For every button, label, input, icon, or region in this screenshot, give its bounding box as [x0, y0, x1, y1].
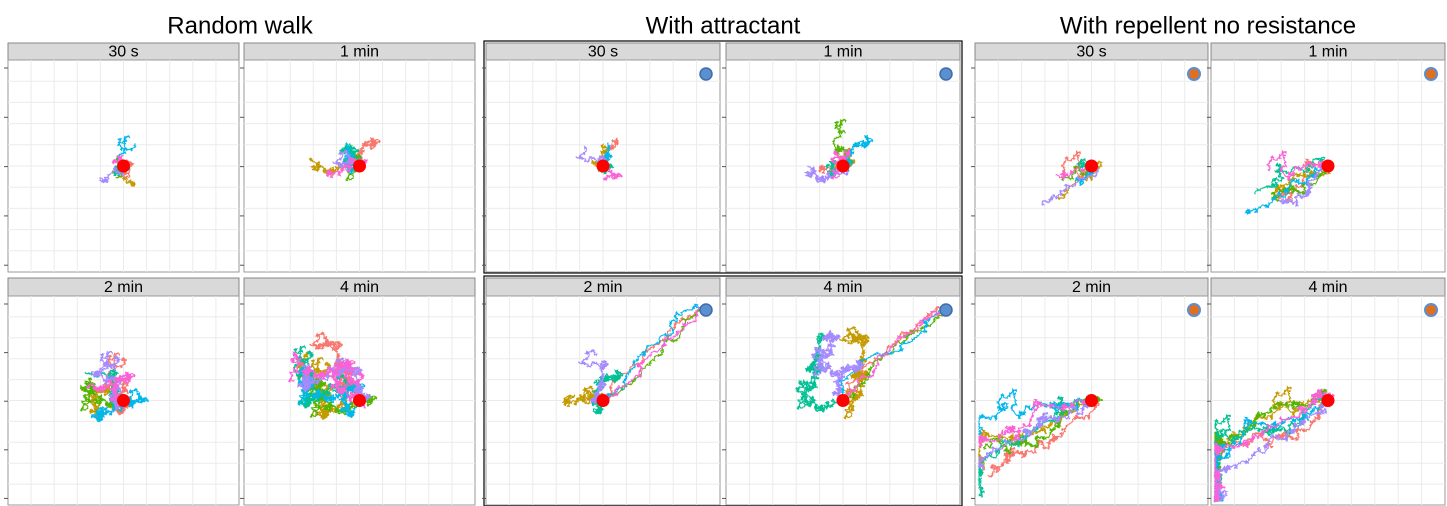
group-title: Random walk	[167, 12, 313, 39]
walk-trace	[842, 307, 947, 402]
group-border	[483, 40, 963, 274]
walk-trace	[810, 329, 865, 404]
strip-label: 30 s	[588, 44, 618, 61]
attractant-source	[699, 67, 713, 81]
walk-trace	[1266, 149, 1330, 181]
attractant-source	[939, 303, 953, 317]
walk-trace	[838, 325, 871, 420]
walk-trace	[1272, 166, 1331, 199]
start-point	[1085, 394, 1098, 407]
strip-label: 4 min	[1308, 279, 1347, 296]
walk-trace	[1270, 166, 1329, 202]
group-title: With repellent no resistance	[1060, 12, 1356, 39]
walk-trace	[830, 149, 852, 180]
walk-trace	[842, 134, 874, 172]
strip-label: 2 min	[1072, 279, 1111, 296]
start-point	[117, 159, 130, 173]
repellent-source	[1187, 67, 1201, 81]
walk-trace	[842, 305, 947, 402]
strip-label: 30 s	[1076, 44, 1106, 61]
walk-trace	[287, 351, 367, 409]
start-point	[353, 394, 366, 407]
strip-label: 1 min	[823, 44, 862, 61]
walk-trace	[602, 307, 707, 400]
walk-trace	[977, 399, 1092, 471]
attractant-source	[699, 303, 713, 317]
walk-trace	[562, 384, 608, 408]
walk-trace	[982, 395, 1104, 455]
walk-trace	[803, 165, 850, 184]
walk-trace	[85, 371, 136, 408]
attractant-source	[939, 67, 953, 81]
walk-trace	[1278, 164, 1330, 208]
repellent-source	[1424, 303, 1438, 317]
strip-label: 2 min	[583, 279, 622, 296]
walk-trace	[596, 306, 707, 402]
walk-trace	[1213, 388, 1335, 503]
walk-trace	[977, 387, 1094, 436]
start-point	[836, 159, 850, 173]
strip-label: 1 min	[1308, 44, 1347, 61]
strip-label: 30 s	[108, 44, 138, 61]
walk-trace	[1041, 164, 1100, 206]
walk-trace	[598, 165, 623, 181]
start-point	[1085, 159, 1098, 173]
group-border	[483, 275, 963, 506]
repellent-source	[1424, 67, 1438, 81]
strip-label: 4 min	[823, 279, 862, 296]
walk-trace	[987, 398, 1101, 478]
strip-label: 4 min	[340, 279, 379, 296]
walk-trace	[978, 398, 1092, 449]
group-title: With attractant	[646, 12, 801, 39]
walk-trace	[838, 307, 947, 401]
start-point	[596, 394, 610, 407]
start-point	[1321, 394, 1335, 407]
start-point	[836, 394, 850, 407]
walk-trace	[303, 369, 378, 419]
walk-trace	[1254, 156, 1328, 195]
start-point	[117, 394, 130, 407]
repellent-source	[1187, 303, 1201, 317]
start-point	[1321, 159, 1335, 173]
strip-label: 1 min	[340, 44, 379, 61]
start-point	[596, 159, 610, 173]
walk-trace	[577, 348, 611, 406]
start-point	[353, 159, 366, 173]
strip-label: 2 min	[104, 279, 143, 296]
